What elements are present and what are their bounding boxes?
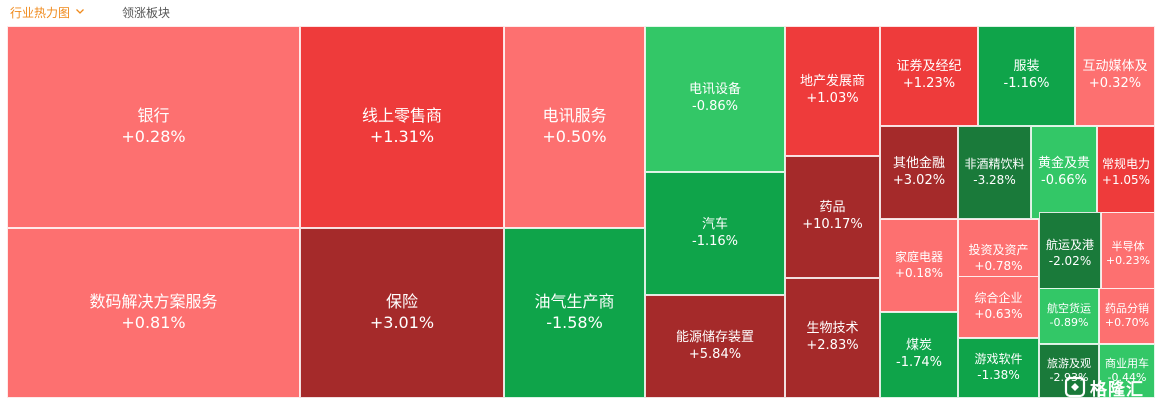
sector-name: 数码解决方案服务 [89, 292, 218, 312]
logo-mark-icon [1064, 376, 1086, 398]
sector-cell[interactable]: 航运及港 -2.02% [1039, 212, 1101, 296]
sector-name: 服装 [1013, 59, 1040, 75]
sector-cell[interactable]: 能源储存装置 +5.84% [645, 295, 785, 398]
sector-name: 汽车 [701, 216, 728, 232]
sector-name: 生物技术 [806, 321, 859, 337]
sector-name: 航空货运 [1047, 301, 1091, 315]
sector-cell[interactable]: 银行 +0.28% [7, 26, 300, 228]
sector-name: 药品 [819, 200, 846, 216]
sector-cell[interactable]: 互动媒体及 +0.32% [1075, 26, 1155, 126]
sector-name: 家庭电器 [894, 249, 943, 264]
sector-cell[interactable]: 汽车 -1.16% [645, 172, 785, 295]
sector-change: +1.03% [806, 91, 859, 106]
sector-change: -1.74% [896, 355, 942, 370]
sector-cell[interactable]: 家庭电器 +0.18% [880, 219, 958, 312]
sector-name: 商业用车 [1105, 356, 1149, 370]
sector-cell[interactable]: 商业用车 -0.44% [1099, 344, 1155, 398]
sector-cell[interactable]: 生物技术 +2.83% [785, 278, 880, 398]
sector-name: 常规电力 [1101, 156, 1150, 171]
sector-cell[interactable]: 常规电力 +1.05% [1097, 126, 1155, 219]
sector-name: 黄金及贵 [1037, 155, 1090, 171]
sector-change: -1.16% [692, 233, 738, 249]
sector-name: 半导体 [1111, 239, 1145, 253]
sector-name: 保险 [385, 292, 418, 312]
sector-change: -2.02% [1048, 254, 1092, 268]
tab-bar: 行业热力图 领涨板块 [0, 0, 1162, 26]
sector-cell[interactable]: 服装 -1.16% [978, 26, 1075, 126]
sector-cell[interactable]: 非酒精饮料 -3.28% [958, 126, 1031, 219]
sector-change: -1.58% [546, 313, 603, 332]
sector-name: 旅游及观 [1047, 356, 1091, 370]
sector-cell[interactable]: 油气生产商 -1.58% [504, 228, 645, 398]
sector-name: 电讯服务 [542, 106, 607, 126]
sector-cell[interactable]: 航空货运 -0.89% [1039, 288, 1099, 344]
sector-cell[interactable]: 线上零售商 +1.31% [300, 26, 504, 228]
sector-name: 能源储存装置 [675, 329, 754, 345]
tab-leading-sectors[interactable]: 领涨板块 [122, 5, 170, 21]
sector-cell[interactable]: 游戏软件 -1.38% [958, 338, 1039, 398]
sector-cell[interactable]: 综合企业 +0.63% [958, 276, 1039, 338]
sector-cell[interactable]: 证券及经纪 +1.23% [880, 26, 978, 126]
sector-cell[interactable]: 半导体 +0.23% [1101, 212, 1155, 296]
chevron-down-icon [76, 9, 84, 14]
sector-cell[interactable]: 数码解决方案服务 +0.81% [7, 228, 300, 398]
sector-change: -1.16% [1003, 76, 1050, 91]
sector-name: 游戏软件 [974, 352, 1023, 367]
sector-change: +0.81% [121, 313, 186, 332]
sector-name: 综合企业 [974, 291, 1023, 306]
sector-change: +0.28% [121, 127, 186, 146]
sector-change: +2.83% [806, 338, 859, 353]
sector-change: +0.50% [542, 127, 607, 146]
sector-change: -1.38% [977, 368, 1020, 382]
sector-name: 油气生产商 [534, 292, 615, 312]
sector-change: +0.63% [974, 307, 1023, 321]
sector-change: -3.28% [973, 172, 1016, 187]
sector-change: +1.05% [1101, 172, 1151, 187]
sector-cell[interactable]: 药品 +10.17% [785, 156, 880, 278]
sector-cell[interactable]: 黄金及贵 -0.66% [1031, 126, 1097, 219]
sector-name: 药品分销 [1105, 301, 1149, 315]
sector-name: 非酒精饮料 [964, 156, 1025, 171]
sector-change: -0.44% [1107, 371, 1147, 384]
sector-name: 证券及经纪 [896, 59, 962, 75]
sector-change: +5.84% [688, 346, 742, 362]
sector-change: +1.31% [369, 127, 435, 146]
sector-change: -0.66% [1041, 172, 1087, 188]
sector-cell[interactable]: 地产发展商 +1.03% [785, 26, 880, 156]
sector-name: 地产发展商 [799, 74, 865, 90]
sector-name: 煤炭 [905, 338, 932, 354]
sector-name: 航运及港 [1045, 238, 1094, 253]
sector-change: +10.17% [802, 217, 863, 232]
sector-cell[interactable]: 电讯设备 -0.86% [645, 26, 785, 172]
sector-change: +0.78% [974, 259, 1023, 273]
tab-industry-heatmap[interactable]: 行业热力图 [10, 5, 85, 21]
logo-text: 格隆汇 [1090, 379, 1144, 400]
sector-cell[interactable]: 保险 +3.01% [300, 228, 504, 398]
sector-change: +3.01% [369, 313, 435, 332]
sector-name: 线上零售商 [361, 106, 442, 126]
sector-change: +0.18% [894, 265, 944, 280]
sector-change: -0.89% [1049, 316, 1089, 329]
sector-name: 其他金融 [892, 155, 945, 171]
sector-change: +3.02% [892, 172, 946, 188]
sector-cell[interactable]: 电讯服务 +0.50% [504, 26, 645, 228]
sector-name: 互动媒体及 [1082, 59, 1148, 75]
sector-name: 投资及资产 [968, 243, 1029, 258]
sector-treemap: 银行 +0.28% 数码解决方案服务 +0.81% 线上零售商 +1.31% 保险 +3.01… [0, 26, 1162, 403]
sector-change: +0.70% [1104, 316, 1150, 329]
gelonghui-logo: 格隆汇 [1064, 376, 1144, 400]
sector-cell[interactable]: 其他金融 +3.02% [880, 126, 958, 219]
sector-cell[interactable]: 煤炭 -1.74% [880, 312, 958, 398]
tab-leading-sectors-label: 领涨板块 [122, 6, 171, 20]
sector-cell[interactable]: 药品分销 +0.70% [1099, 288, 1155, 344]
tab-industry-heatmap-label: 行业热力图 [10, 6, 71, 20]
sector-change: +0.32% [1088, 76, 1142, 91]
sector-name: 电讯设备 [688, 82, 741, 98]
sector-name: 银行 [137, 106, 170, 126]
sector-change: -0.86% [692, 99, 738, 114]
sector-change: +0.23% [1105, 254, 1151, 267]
sector-change: +1.23% [902, 76, 956, 91]
